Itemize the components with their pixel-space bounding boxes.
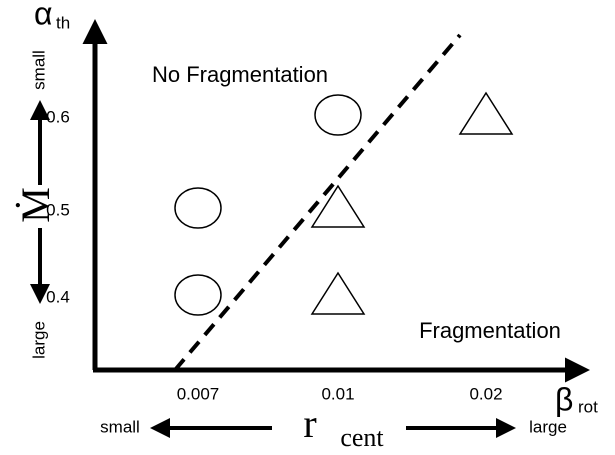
- bottom-axis-label: r: [303, 401, 316, 446]
- x-tick-label: 0.02: [469, 384, 502, 403]
- x-tick-label: 0.007: [177, 384, 220, 403]
- bottom-axis-label-sub: cent: [340, 423, 384, 452]
- y-tick-label: 0.5: [46, 200, 70, 219]
- y-axis-label: α: [34, 0, 53, 31]
- x-axis-label-sub: rot: [578, 397, 598, 416]
- y-tick-label: 0.4: [46, 287, 70, 306]
- side-axis-bottom: large: [29, 321, 48, 359]
- circle-marker: [174, 274, 222, 316]
- y-tick-label: 0.6: [46, 107, 70, 126]
- bottom-axis-left: small: [100, 417, 140, 436]
- triangle-marker: [310, 271, 366, 315]
- triangle-marker: [458, 91, 514, 135]
- side-axis-top: small: [29, 50, 48, 90]
- circle-marker: [174, 187, 222, 229]
- side-axis-label: Ṁ: [13, 187, 58, 223]
- annotation: No Fragmentation: [152, 62, 328, 87]
- annotation: Fragmentation: [419, 318, 561, 343]
- x-axis-label: β: [555, 381, 573, 417]
- triangle-marker: [310, 184, 366, 228]
- circle-marker: [314, 94, 362, 136]
- boundary-line: [173, 33, 462, 372]
- x-tick-label: 0.01: [321, 384, 354, 403]
- y-axis-label-sub: th: [56, 13, 70, 32]
- bottom-axis-right: large: [529, 417, 567, 436]
